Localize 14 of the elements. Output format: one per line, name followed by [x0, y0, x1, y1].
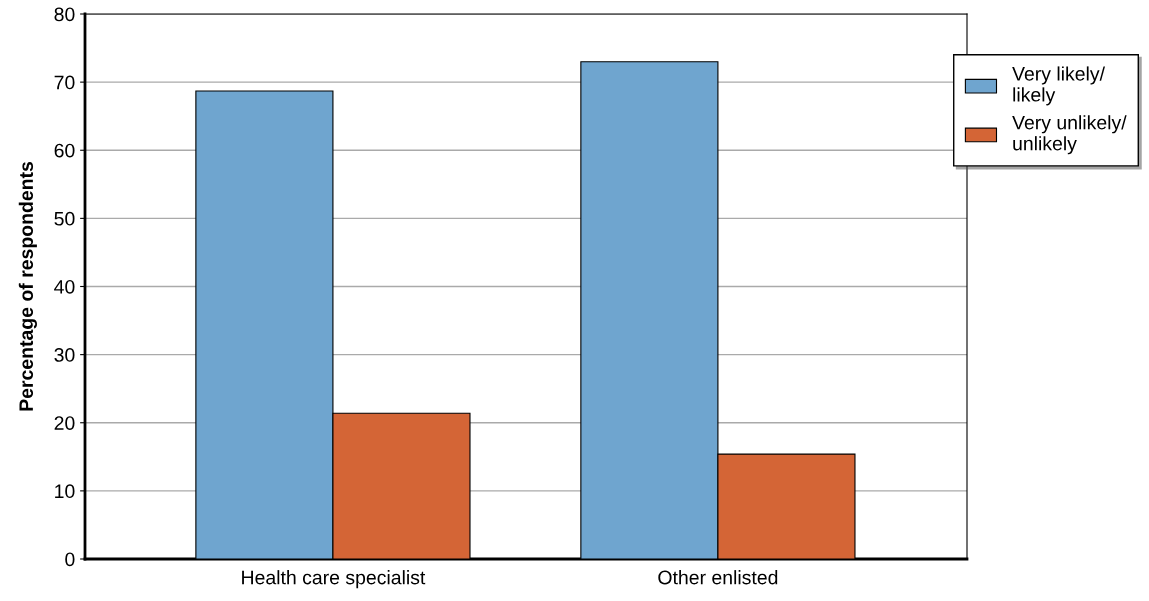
y-tick-label: 70	[54, 75, 75, 90]
y-tick-label: 20	[54, 416, 75, 430]
y-tick-label: 0	[65, 552, 75, 567]
y-tick-label: 50	[54, 211, 75, 226]
y-tick-label: 80	[54, 7, 75, 22]
x-tick-label: Other enlisted	[658, 570, 778, 585]
y-tick-label: 60	[54, 143, 75, 158]
legend-label: Very likely/ likely	[1012, 66, 1105, 106]
legend-label: Very unlikely/ unlikely	[1012, 115, 1127, 155]
y-tick-label: 10	[55, 484, 75, 499]
x-tick-label: Health care specialist	[242, 570, 426, 589]
y-axis-title: Percentage of respondents	[18, 161, 37, 411]
y-tick-label: 40	[54, 279, 75, 294]
y-tick-label: 30	[54, 348, 75, 362]
